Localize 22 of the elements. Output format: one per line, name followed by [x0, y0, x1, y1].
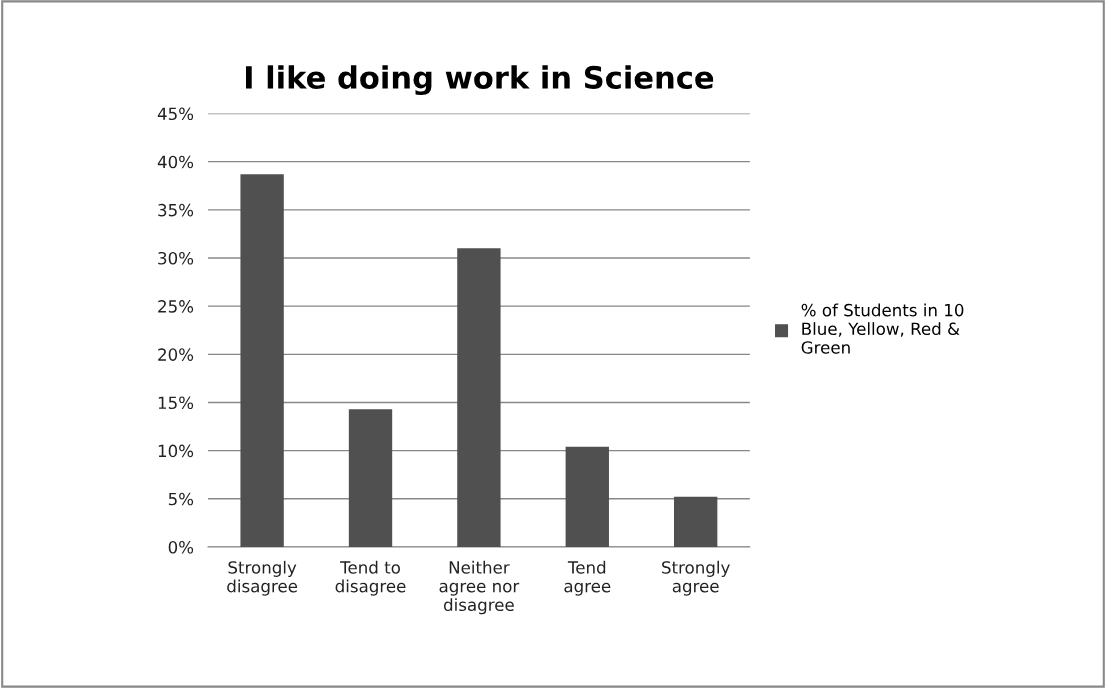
chart-title: I like doing work in Science	[245, 65, 714, 96]
y-tick-label: 35%	[158, 203, 194, 217]
y-tick-label: 10%	[158, 444, 194, 458]
y-tick-label: 30%	[158, 251, 194, 265]
bar	[240, 174, 284, 547]
x-tick-label: Neither agree nor disagree	[439, 560, 520, 615]
y-tick-label: 15%	[158, 396, 194, 410]
x-tick-label: Strongly disagree	[227, 560, 298, 596]
y-tick-label: 25%	[158, 300, 194, 313]
y-tick-label: 0%	[168, 540, 194, 554]
y-tick-label: 45%	[157, 107, 194, 121]
y-tick-label: 5%	[168, 492, 194, 506]
x-tick-label: Strongly agree	[662, 560, 730, 596]
y-tick-label: 40%	[157, 155, 194, 169]
bar	[457, 248, 501, 547]
bar	[565, 446, 609, 547]
bar	[348, 409, 393, 547]
x-tick-label: Tend to disagree	[335, 560, 406, 596]
x-tick-label: Tend agree	[564, 560, 611, 596]
y-tick-label: 20%	[158, 348, 194, 361]
bar	[674, 496, 718, 547]
legend-label: % of Students in 10 Blue, Yellow, Red & Green	[801, 303, 964, 354]
